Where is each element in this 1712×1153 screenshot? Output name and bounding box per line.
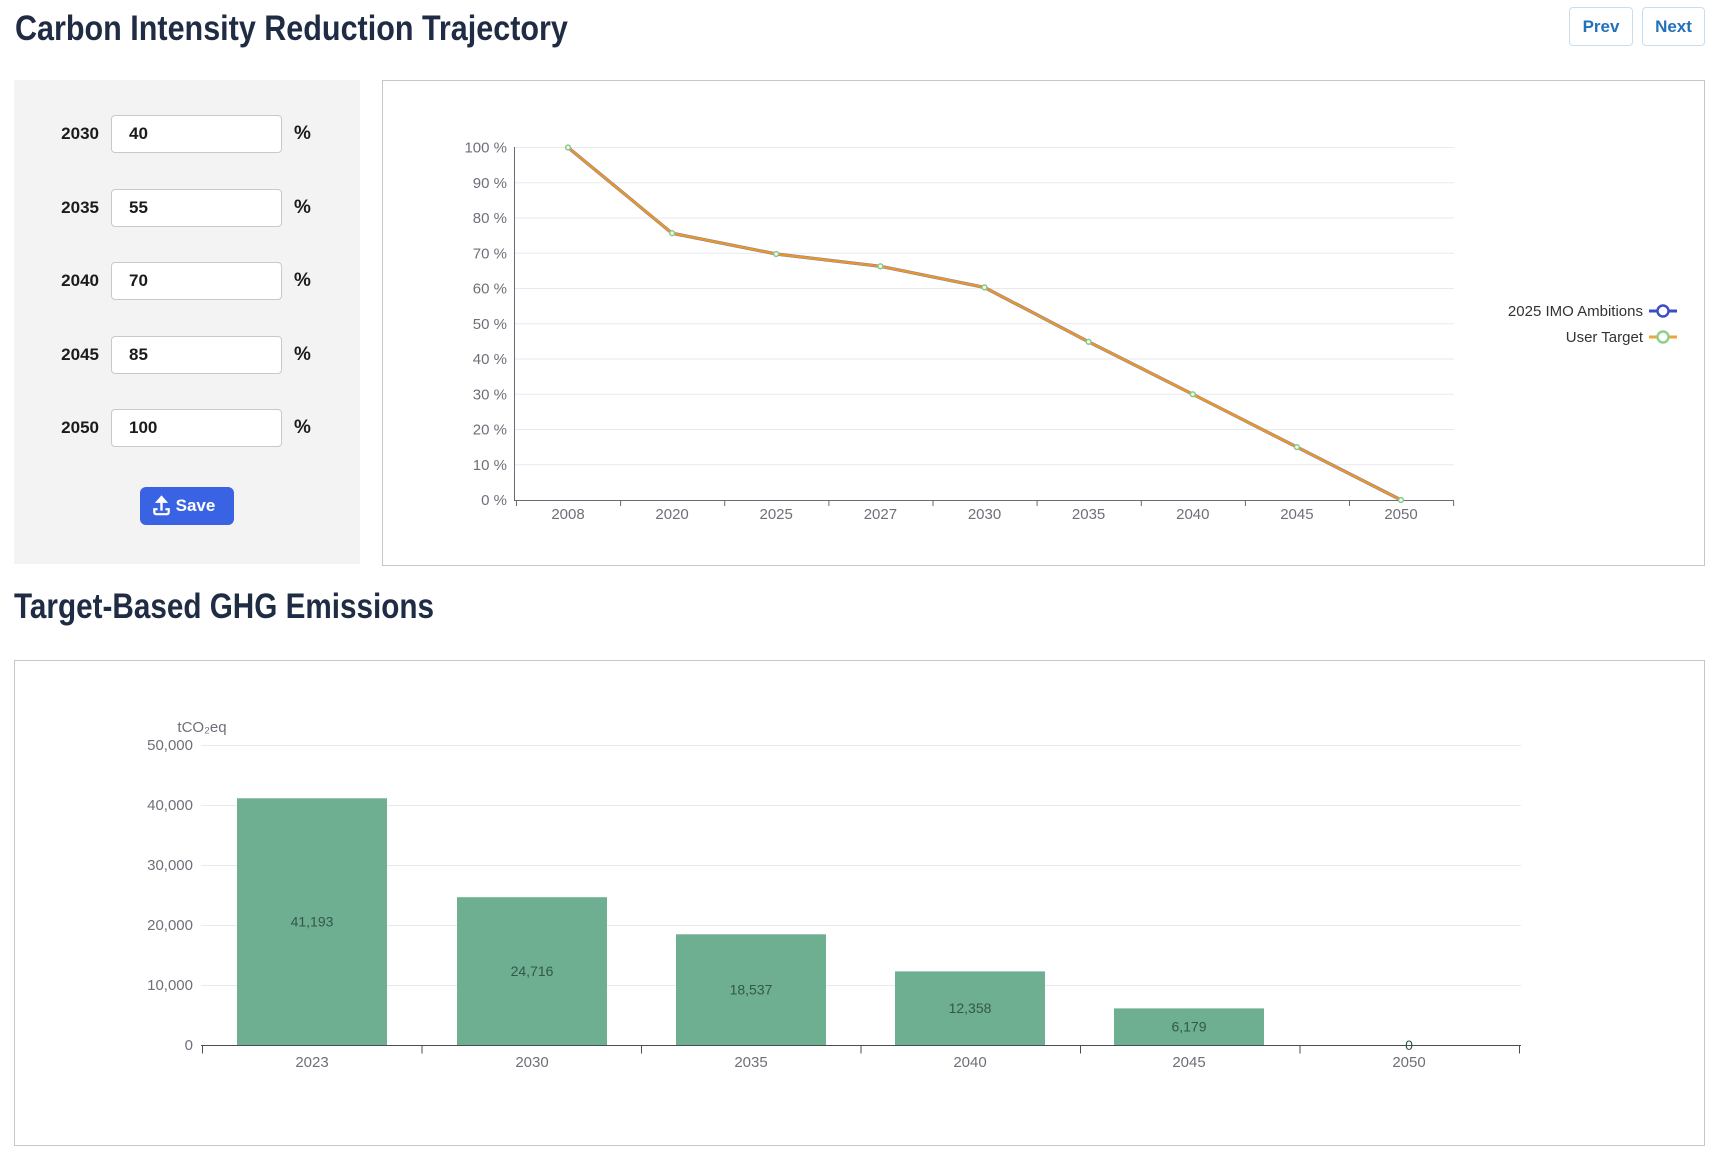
svg-text:2040: 2040 <box>953 1054 986 1071</box>
svg-text:2035: 2035 <box>1072 506 1105 523</box>
svg-text:30,000: 30,000 <box>147 857 193 874</box>
svg-text:2027: 2027 <box>864 506 897 523</box>
svg-text:2020: 2020 <box>655 506 688 523</box>
svg-text:2050: 2050 <box>1392 1054 1425 1071</box>
svg-text:18,537: 18,537 <box>730 982 773 998</box>
svg-text:20,000: 20,000 <box>147 917 193 934</box>
svg-text:2008: 2008 <box>551 506 584 523</box>
svg-text:2045: 2045 <box>1172 1054 1205 1071</box>
svg-text:24,716: 24,716 <box>511 963 554 979</box>
svg-text:2050: 2050 <box>1384 506 1417 523</box>
svg-text:0 %: 0 % <box>481 492 507 509</box>
svg-text:10 %: 10 % <box>473 457 507 474</box>
svg-text:41,193: 41,193 <box>291 914 334 930</box>
svg-text:0: 0 <box>1405 1037 1413 1053</box>
svg-text:2045: 2045 <box>1280 506 1313 523</box>
svg-text:10,000: 10,000 <box>147 977 193 994</box>
svg-text:tCO₂eq: tCO₂eq <box>177 719 226 736</box>
svg-text:2035: 2035 <box>734 1054 767 1071</box>
svg-text:12,358: 12,358 <box>949 1000 992 1016</box>
svg-text:2023: 2023 <box>295 1054 328 1071</box>
svg-text:User Target: User Target <box>1566 329 1644 346</box>
svg-text:40 %: 40 % <box>473 351 507 368</box>
svg-text:2040: 2040 <box>1176 506 1209 523</box>
svg-text:2025 IMO Ambitions: 2025 IMO Ambitions <box>1508 303 1643 320</box>
svg-text:40,000: 40,000 <box>147 797 193 814</box>
svg-text:60 %: 60 % <box>473 281 507 298</box>
svg-text:70 %: 70 % <box>473 245 507 262</box>
svg-text:30 %: 30 % <box>473 386 507 403</box>
svg-text:100 %: 100 % <box>464 140 507 157</box>
svg-text:2030: 2030 <box>515 1054 548 1071</box>
svg-text:90 %: 90 % <box>473 175 507 192</box>
svg-text:20 %: 20 % <box>473 422 507 439</box>
svg-text:80 %: 80 % <box>473 210 507 227</box>
svg-text:2030: 2030 <box>968 506 1001 523</box>
svg-text:6,179: 6,179 <box>1171 1019 1206 1035</box>
svg-text:50,000: 50,000 <box>147 737 193 754</box>
svg-text:2025: 2025 <box>760 506 793 523</box>
svg-text:0: 0 <box>185 1037 193 1054</box>
svg-text:50 %: 50 % <box>473 316 507 333</box>
